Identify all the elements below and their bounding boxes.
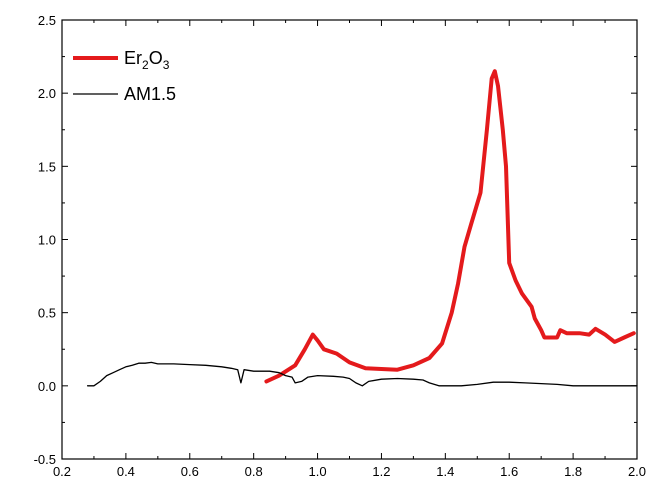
series-line-am15	[86, 361, 638, 387]
ticks-layer: 0.2 0.4 0.6 0.8 1.0 1.2 1.4 1.6 1.8 2.0 -0.5 0.0 0.5…	[34, 13, 646, 479]
x-tick-label: 0.8	[245, 464, 263, 479]
x-tick-label: 1.8	[564, 464, 582, 479]
y-tick-label: 1.5	[38, 159, 56, 174]
legend-o: O	[149, 48, 163, 68]
y-tick-label: 0.5	[38, 306, 56, 321]
series-line-er2o3	[264, 69, 636, 384]
x-tick-label: 1.4	[436, 464, 454, 479]
x-tick-label: 2.0	[628, 464, 646, 479]
y-tick-label: 2.5	[38, 13, 56, 28]
plot-frame	[61, 19, 638, 460]
x-tick-label: 1.6	[500, 464, 518, 479]
x-tick-label: 1.2	[372, 464, 390, 479]
y-tick-label: 2.0	[38, 86, 56, 101]
y-tick-label: 1.0	[38, 233, 56, 248]
x-tick-label: 0.4	[117, 464, 135, 479]
x-tick-label: 1.0	[309, 464, 327, 479]
y-tick-label: -0.5	[34, 452, 56, 467]
legend-sub-2: 2	[142, 58, 149, 72]
x-tick-label: 0.2	[53, 464, 71, 479]
series-layer	[86, 69, 638, 387]
legend-label-er2o3: Er2O3	[124, 48, 170, 72]
y-tick-label: 0.0	[38, 379, 56, 394]
legend-sub-3: 3	[163, 58, 170, 72]
legend: Er2O3 AM1.5	[73, 48, 176, 104]
x-tick-label: 0.6	[181, 464, 199, 479]
legend-er: Er	[124, 48, 142, 68]
legend-label-am15: AM1.5	[124, 84, 176, 104]
